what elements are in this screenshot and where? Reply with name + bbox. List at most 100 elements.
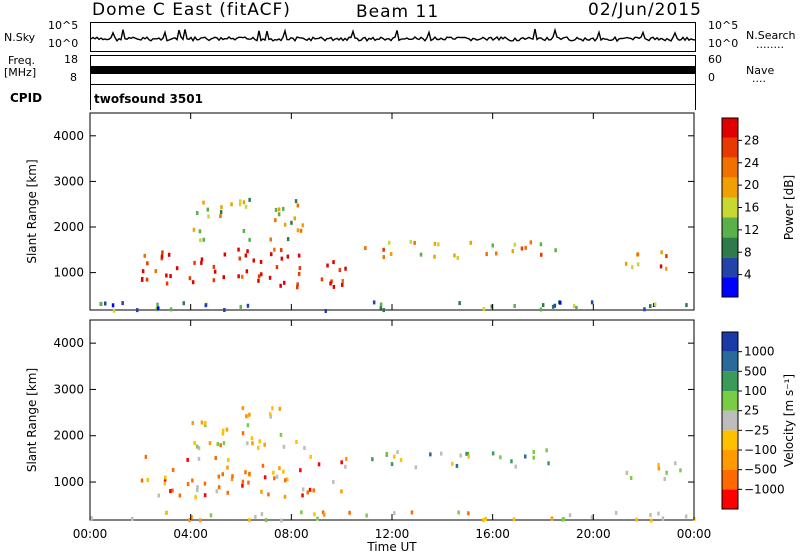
power-colorbar-tick-label: 8 xyxy=(744,245,752,259)
velocity-cell xyxy=(144,454,148,459)
velocity-cell xyxy=(178,493,182,498)
power-cell xyxy=(283,280,286,285)
power-colorbar-label: Power [dB] xyxy=(782,175,796,240)
velocity-cell xyxy=(131,516,134,521)
velocity-cell xyxy=(649,513,652,517)
power-cell xyxy=(202,237,205,242)
velocity-cell xyxy=(484,516,487,521)
velocity-xtick-label: 04:00 xyxy=(173,527,208,541)
power-cell xyxy=(274,218,277,223)
velocity-cell xyxy=(340,460,343,465)
velocity-cell xyxy=(196,488,199,493)
velocity-cell xyxy=(429,452,432,457)
power-cell xyxy=(230,202,233,207)
power-cell xyxy=(213,269,217,274)
power-cell xyxy=(624,261,628,266)
velocity-cell xyxy=(663,477,666,481)
power-cell xyxy=(379,305,383,310)
velocity-cell xyxy=(629,476,633,480)
velocity-cell xyxy=(440,451,443,456)
velocity-cell xyxy=(146,478,149,482)
power-cell xyxy=(277,207,281,212)
velocity-cell xyxy=(215,489,219,494)
power-cell xyxy=(282,206,285,211)
power-cell xyxy=(196,211,199,215)
power-colorbar-segment xyxy=(722,137,738,158)
velocity-panel: 1000 2000 3000 4000 Slant Range [km] 00:00 04:… xyxy=(25,319,796,554)
power-cell xyxy=(268,275,272,280)
power-cell xyxy=(165,273,168,278)
velocity-cell xyxy=(193,441,196,445)
velocity-cell xyxy=(194,495,197,500)
power-cell xyxy=(513,304,516,308)
velocity-ytick-label: 1000 xyxy=(53,475,84,489)
velocity-cell xyxy=(227,458,230,463)
velocity-cell xyxy=(365,513,368,518)
velocity-cell xyxy=(491,451,495,456)
velocity-cell xyxy=(300,510,303,515)
power-cell xyxy=(246,303,250,308)
power-cell xyxy=(379,302,383,307)
velocity-cell xyxy=(547,461,550,466)
power-cell xyxy=(237,274,240,279)
power-cell xyxy=(456,256,459,260)
freq-tick-top: 18 xyxy=(64,53,78,66)
power-cell xyxy=(175,266,179,271)
power-colorbar-segment xyxy=(722,197,738,218)
velocity-cell xyxy=(254,514,257,519)
velocity-frame xyxy=(89,319,695,521)
power-cell xyxy=(324,309,327,313)
power-band xyxy=(192,197,304,243)
velocity-cell xyxy=(216,442,219,447)
velocity-cell xyxy=(657,511,660,516)
nave-marker: .... xyxy=(752,72,766,85)
velocity-colorbar-label: Velocity [m s⁻¹] xyxy=(782,374,796,467)
velocity-cell xyxy=(524,454,527,459)
velocity-ytick-label: 4000 xyxy=(53,336,84,350)
power-cell xyxy=(200,257,204,262)
nsky-label: N.Sky xyxy=(4,31,36,44)
power-cell xyxy=(643,307,646,312)
velocity-cell xyxy=(248,471,251,476)
nsearch-tick-bottom: 10^0 xyxy=(708,37,739,50)
velocity-cell xyxy=(163,481,166,486)
power-cell xyxy=(156,302,159,307)
power-cell xyxy=(239,199,242,204)
velocity-cell xyxy=(301,487,305,492)
power-cell xyxy=(540,252,543,257)
velocity-cell xyxy=(514,464,517,469)
velocity-cell xyxy=(214,456,217,460)
power-cell xyxy=(182,301,185,306)
power-cell xyxy=(111,303,115,308)
power-cell xyxy=(239,304,242,309)
velocity-cell xyxy=(271,406,274,411)
velocity-cell xyxy=(674,461,677,466)
power-cell xyxy=(279,283,282,288)
velocity-cell xyxy=(321,510,325,515)
velocity-cell xyxy=(679,468,682,473)
velocity-cell xyxy=(457,510,460,515)
velocity-cell xyxy=(308,487,312,492)
power-colorbar-segment xyxy=(722,257,738,278)
power-cell xyxy=(541,303,545,308)
velocity-colorbar-tick-label: 500 xyxy=(744,364,767,378)
power-cell xyxy=(219,214,222,219)
velocity-cell xyxy=(313,512,316,517)
velocity-cell xyxy=(280,518,283,523)
velocity-cell xyxy=(246,423,250,428)
power-colorbar-segment xyxy=(722,157,738,178)
power-cell xyxy=(238,202,242,207)
velocity-colorbar: 1000 500 100 25 −25 −100 −500 −1000 Velocity [m … xyxy=(721,331,796,510)
power-cell xyxy=(389,252,393,256)
velocity-cell xyxy=(614,510,618,515)
velocity-cell xyxy=(467,454,470,459)
power-cell xyxy=(204,303,207,308)
power-ytick-label: 4000 xyxy=(53,129,84,143)
power-cell xyxy=(259,259,263,264)
velocity-cell xyxy=(286,477,289,482)
velocity-xtick-label: 08:00 xyxy=(274,527,309,541)
power-cell xyxy=(382,308,385,313)
power-cell xyxy=(453,253,456,258)
nsky-trace xyxy=(90,27,696,43)
velocity-cell xyxy=(665,470,668,475)
